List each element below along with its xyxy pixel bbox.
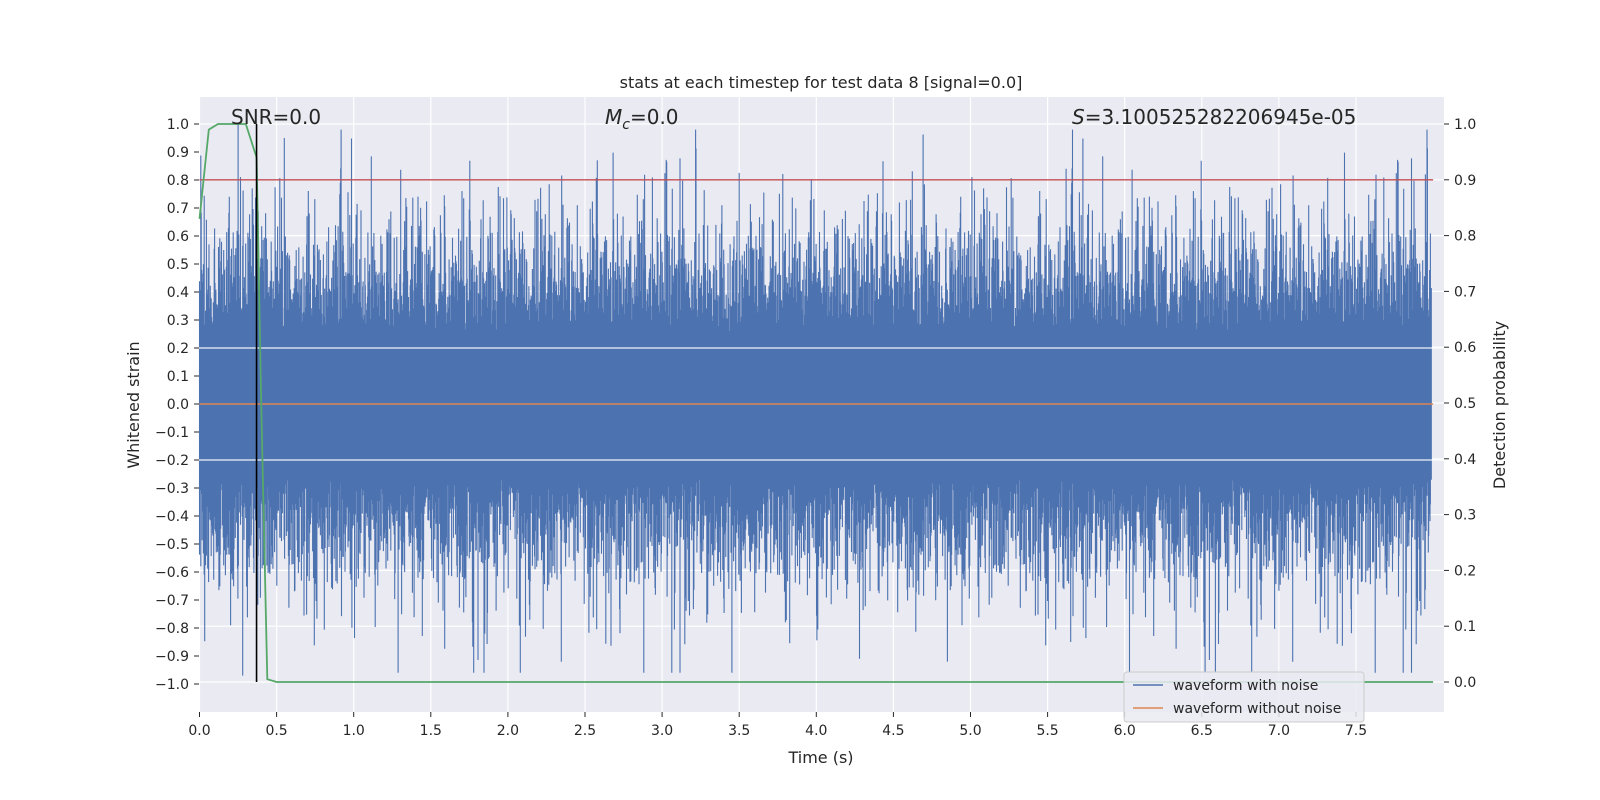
- x-tick-label: 1.0: [343, 723, 365, 739]
- x-tick-label: 7.0: [1268, 723, 1290, 739]
- annotation-snr: SNR=0.0: [231, 105, 321, 129]
- y-tick-label: 0.0: [167, 397, 189, 413]
- y-tick-label: −0.3: [155, 481, 189, 497]
- x-tick-label: 1.5: [420, 723, 442, 739]
- y2-tick-label: 0.8: [1454, 229, 1476, 245]
- y-tick-label: 0.4: [167, 285, 189, 301]
- y-axis-ticks: 1.0 0.9 0.8 0.7 0.6 0.5 0.4 0.3 0.2 0.1 0.0 −0.1 −0.…: [155, 117, 199, 693]
- y-tick-label: −0.8: [155, 621, 189, 637]
- y-axis-label: Whitened strain: [124, 341, 143, 468]
- y2-tick-label: 0.4: [1454, 452, 1476, 468]
- y-tick-label: 0.1: [167, 369, 189, 385]
- y-tick-label: −0.2: [155, 453, 189, 469]
- x-tick-label: 3.5: [728, 723, 750, 739]
- y-tick-label: −0.4: [155, 509, 189, 525]
- x-tick-label: 6.0: [1114, 723, 1136, 739]
- y-tick-label: 0.2: [167, 341, 189, 357]
- chart-title: stats at each timestep for test data 8 […: [620, 73, 1023, 92]
- y-tick-label: 0.7: [167, 201, 189, 217]
- x-tick-label: 7.5: [1345, 723, 1367, 739]
- y-tick-label: −0.1: [155, 425, 189, 441]
- y-tick-label: 0.5: [167, 257, 189, 273]
- x-tick-label: 5.5: [1036, 723, 1058, 739]
- y2-tick-label: 0.0: [1454, 675, 1476, 691]
- y-tick-label: 0.8: [167, 173, 189, 189]
- y-tick-label: −0.6: [155, 565, 189, 581]
- series-lines: [198, 123, 1444, 683]
- y2-tick-label: 1.0: [1454, 117, 1476, 133]
- x-tick-label: 3.0: [651, 723, 673, 739]
- y-tick-label: −0.9: [155, 649, 189, 665]
- x-tick-label: 5.0: [959, 723, 981, 739]
- y-tick-label: −0.5: [155, 537, 189, 553]
- y2-tick-label: 0.2: [1454, 563, 1476, 579]
- y-tick-label: −1.0: [155, 677, 189, 693]
- y2-tick-label: 0.6: [1454, 340, 1476, 356]
- y-tick-label: 1.0: [167, 117, 189, 133]
- y-tick-label: 0.9: [167, 145, 189, 161]
- y2-tick-label: 0.1: [1454, 619, 1476, 635]
- x-tick-label: 0.0: [188, 723, 210, 739]
- y-tick-label: 0.3: [167, 313, 189, 329]
- x-axis-label: Time (s): [787, 748, 853, 767]
- detection-probability-line: [198, 123, 1434, 683]
- y-tick-label: 0.6: [167, 229, 189, 245]
- x-tick-label: 2.5: [574, 723, 596, 739]
- y2-axis-ticks: 1.0 0.9 0.8 0.7 0.6 0.5 0.4 0.3 0.2 0.1 0.0: [1444, 117, 1476, 691]
- y2-axis-label: Detection probability: [1490, 321, 1509, 489]
- legend-label-noise: waveform with noise: [1173, 678, 1318, 694]
- legend-label-clean: waveform without noise: [1173, 701, 1341, 717]
- y2-tick-label: 0.7: [1454, 284, 1476, 300]
- y2-tick-label: 0.5: [1454, 396, 1476, 412]
- x-tick-label: 4.5: [882, 723, 904, 739]
- legend-box: [1123, 671, 1365, 723]
- legend: waveform with noise waveform without noi…: [1123, 671, 1365, 723]
- x-tick-label: 4.0: [805, 723, 827, 739]
- y-tick-label: −0.7: [155, 593, 189, 609]
- x-tick-label: 0.5: [265, 723, 287, 739]
- x-tick-label: 6.5: [1191, 723, 1213, 739]
- x-tick-label: 2.0: [497, 723, 519, 739]
- annotation-s-statistic: S=3.100525282206945e-05: [1072, 105, 1356, 129]
- x-axis-ticks: 0.0 0.5 1.0 1.5 2.0 2.5 3.0 3.5 4.0 4.5 5.0 5.5 6.0 6…: [188, 712, 1367, 739]
- y2-tick-label: 0.3: [1454, 508, 1476, 524]
- y2-tick-label: 0.9: [1454, 173, 1476, 189]
- annotation-chirp-mass: Mc=0.0: [605, 105, 679, 133]
